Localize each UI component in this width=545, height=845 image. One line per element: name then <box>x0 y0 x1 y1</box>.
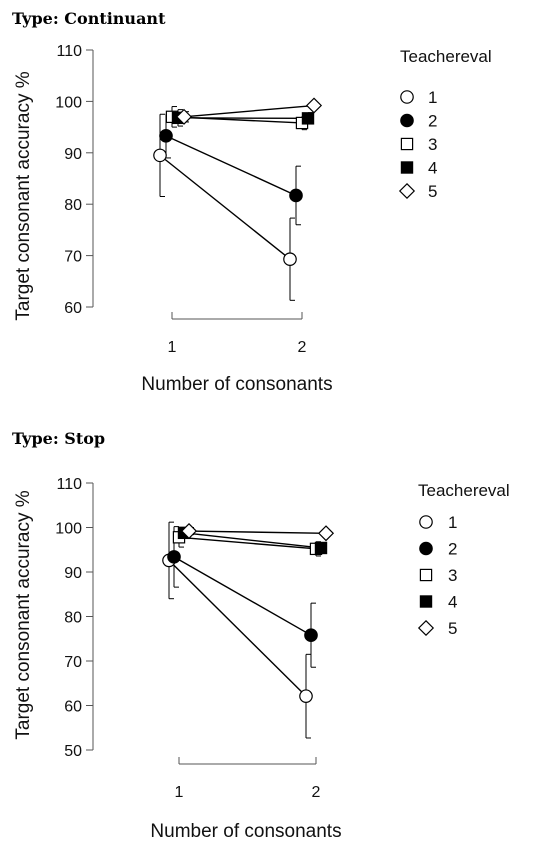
y-tick-label: 70 <box>64 249 82 266</box>
data-point-series-2 <box>159 129 173 143</box>
series-line-1 <box>159 154 291 260</box>
y-tick-label: 90 <box>64 565 82 582</box>
legend-label-3: 3 <box>448 566 457 585</box>
legend-marker-1 <box>419 515 433 529</box>
y-tick-label: 110 <box>56 476 82 493</box>
y-tick-label: 80 <box>64 197 82 214</box>
legend-label-2: 2 <box>448 540 457 559</box>
y-tick-label: 60 <box>64 300 82 317</box>
data-point-series-2 <box>304 628 318 642</box>
data-point-series-1 <box>299 689 313 703</box>
legend-marker-4 <box>419 595 433 608</box>
series-line-2 <box>173 556 312 636</box>
legend-label-5: 5 <box>448 619 457 638</box>
y-tick-label: 60 <box>64 699 82 716</box>
x-tick-label: 2 <box>298 339 307 356</box>
panel-title: Type: Stop <box>12 429 105 448</box>
x-tick-label: 1 <box>168 339 177 356</box>
series-line-4 <box>177 117 309 120</box>
y-tick-label: 80 <box>64 610 82 627</box>
legend-label-3: 3 <box>428 135 437 154</box>
data-point-series-2 <box>167 550 181 564</box>
axes: 60 70 80 90 100 110 1 2 <box>55 43 306 356</box>
y-axis-label: Target consonant accuracy % <box>13 490 34 739</box>
legend-label-4: 4 <box>428 159 437 178</box>
data-marks <box>162 521 335 739</box>
legend-label-2: 2 <box>428 112 437 131</box>
y-tick-label: 110 <box>56 43 82 60</box>
legend-marker-4 <box>400 161 414 174</box>
data-point-series-5 <box>180 523 198 540</box>
y-tick-label: 90 <box>64 146 82 163</box>
legend-label-4: 4 <box>448 593 457 612</box>
data-point-series-5 <box>317 525 335 542</box>
legend-marker-2 <box>400 113 414 128</box>
chart-panel-stop: Type: Stop 50 60 70 80 90 100 110 1 2 Number of … <box>12 429 510 842</box>
data-point-series-1 <box>153 148 167 163</box>
series-line-2 <box>165 135 297 197</box>
legend-marker-3 <box>400 137 414 151</box>
data-point-series-5 <box>175 108 193 125</box>
data-marks <box>153 97 323 301</box>
legend-label-1: 1 <box>448 513 457 532</box>
x-tick-label: 2 <box>312 784 321 801</box>
legend-label-1: 1 <box>428 88 437 107</box>
data-point-series-4 <box>314 541 328 555</box>
axes: 50 60 70 80 90 100 110 1 2 <box>55 476 320 801</box>
y-tick-label: 50 <box>64 743 82 760</box>
legend-title: Teachereval <box>400 47 492 66</box>
legend-marker-5 <box>398 182 416 200</box>
legend-marker-1 <box>400 90 414 104</box>
chart-panel-continuant: Type: Continuant 60 70 80 90 100 110 1 2 Number… <box>12 9 492 395</box>
x-axis-label: Number of consonants <box>150 821 341 842</box>
legend-marker-5 <box>417 619 435 637</box>
y-tick-label: 100 <box>55 521 82 538</box>
x-tick-label: 1 <box>175 784 184 801</box>
data-point-series-5 <box>305 97 323 114</box>
y-tick-label: 70 <box>64 654 82 671</box>
legend: Teachereval 1 2 3 4 5 <box>398 47 492 201</box>
panel-title: Type: Continuant <box>12 9 166 28</box>
data-point-series-2 <box>289 188 303 203</box>
legend-items: 1 2 3 4 5 <box>417 513 457 638</box>
y-tick-label: 100 <box>55 94 82 111</box>
series-line-4 <box>183 532 322 549</box>
data-point-series-1 <box>283 252 297 266</box>
y-axis-label: Target consonant accuracy % <box>13 71 34 320</box>
legend-marker-3 <box>419 568 433 582</box>
legend-marker-2 <box>419 541 433 556</box>
legend-label-5: 5 <box>428 182 437 201</box>
series-line-1 <box>168 559 307 697</box>
x-axis-label: Number of consonants <box>141 374 332 395</box>
series-line-3 <box>178 536 317 550</box>
series-line-5 <box>188 530 327 534</box>
legend-title: Teachereval <box>418 481 510 500</box>
series-line-5 <box>183 104 315 118</box>
legend-items: 1 2 3 4 5 <box>398 88 437 201</box>
data-point-series-4 <box>301 112 315 125</box>
legend: Teachereval 1 2 3 4 5 <box>417 481 510 638</box>
